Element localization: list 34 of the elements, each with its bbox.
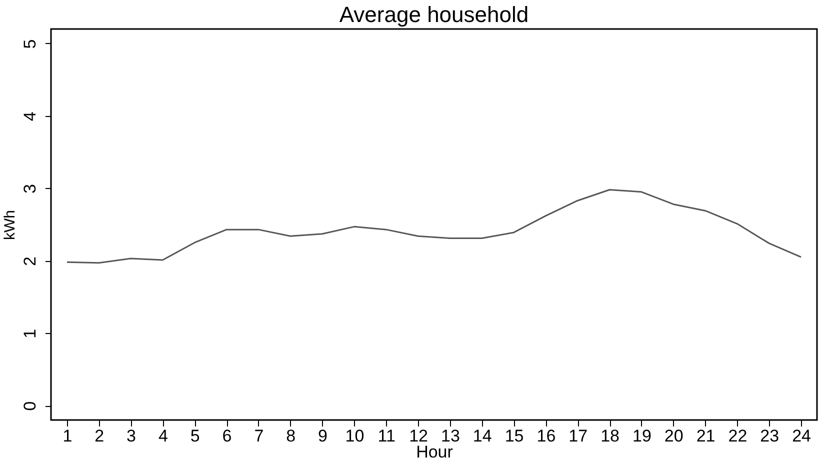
x-tick-label: 17 [568, 426, 588, 446]
x-tick-label: 4 [158, 426, 168, 446]
y-tick-label: 1 [20, 328, 40, 338]
x-tick-label: 22 [728, 426, 748, 446]
x-tick-label: 21 [696, 426, 716, 446]
x-tick-label: 10 [345, 426, 364, 446]
y-tick-label: 4 [20, 112, 40, 122]
x-axis-title: Hour [416, 442, 454, 462]
x-tick-label: 20 [664, 426, 684, 446]
x-tick-label: 15 [504, 426, 524, 446]
y-axis-title: kWh [2, 210, 18, 240]
x-tick-label: 8 [286, 426, 296, 446]
x-tick-label: 24 [792, 426, 812, 446]
x-tick-label: 5 [190, 426, 200, 446]
x-tick-label: 1 [62, 426, 72, 446]
x-tick-label: 7 [254, 426, 264, 446]
x-tick-label: 6 [222, 426, 232, 446]
chart-title: Average household [339, 2, 529, 27]
x-tick-label: 13 [440, 426, 460, 446]
x-tick-label: 16 [536, 426, 556, 446]
x-tick-label: 23 [760, 426, 780, 446]
y-tick-label: 3 [20, 184, 40, 194]
x-tick-label: 19 [632, 426, 652, 446]
x-tick-label: 12 [409, 426, 428, 446]
x-tick-label: 14 [472, 426, 492, 446]
y-tick-label: 0 [20, 401, 40, 411]
line-series [66, 188, 802, 264]
x-tick-label: 2 [94, 426, 104, 446]
x-tick-label: 18 [600, 426, 620, 446]
y-tick-label: 5 [20, 39, 40, 49]
x-tick-label: 9 [318, 426, 328, 446]
y-tick-label: 2 [20, 256, 40, 266]
x-tick-label: 3 [126, 426, 136, 446]
x-tick-label: 11 [378, 426, 396, 446]
